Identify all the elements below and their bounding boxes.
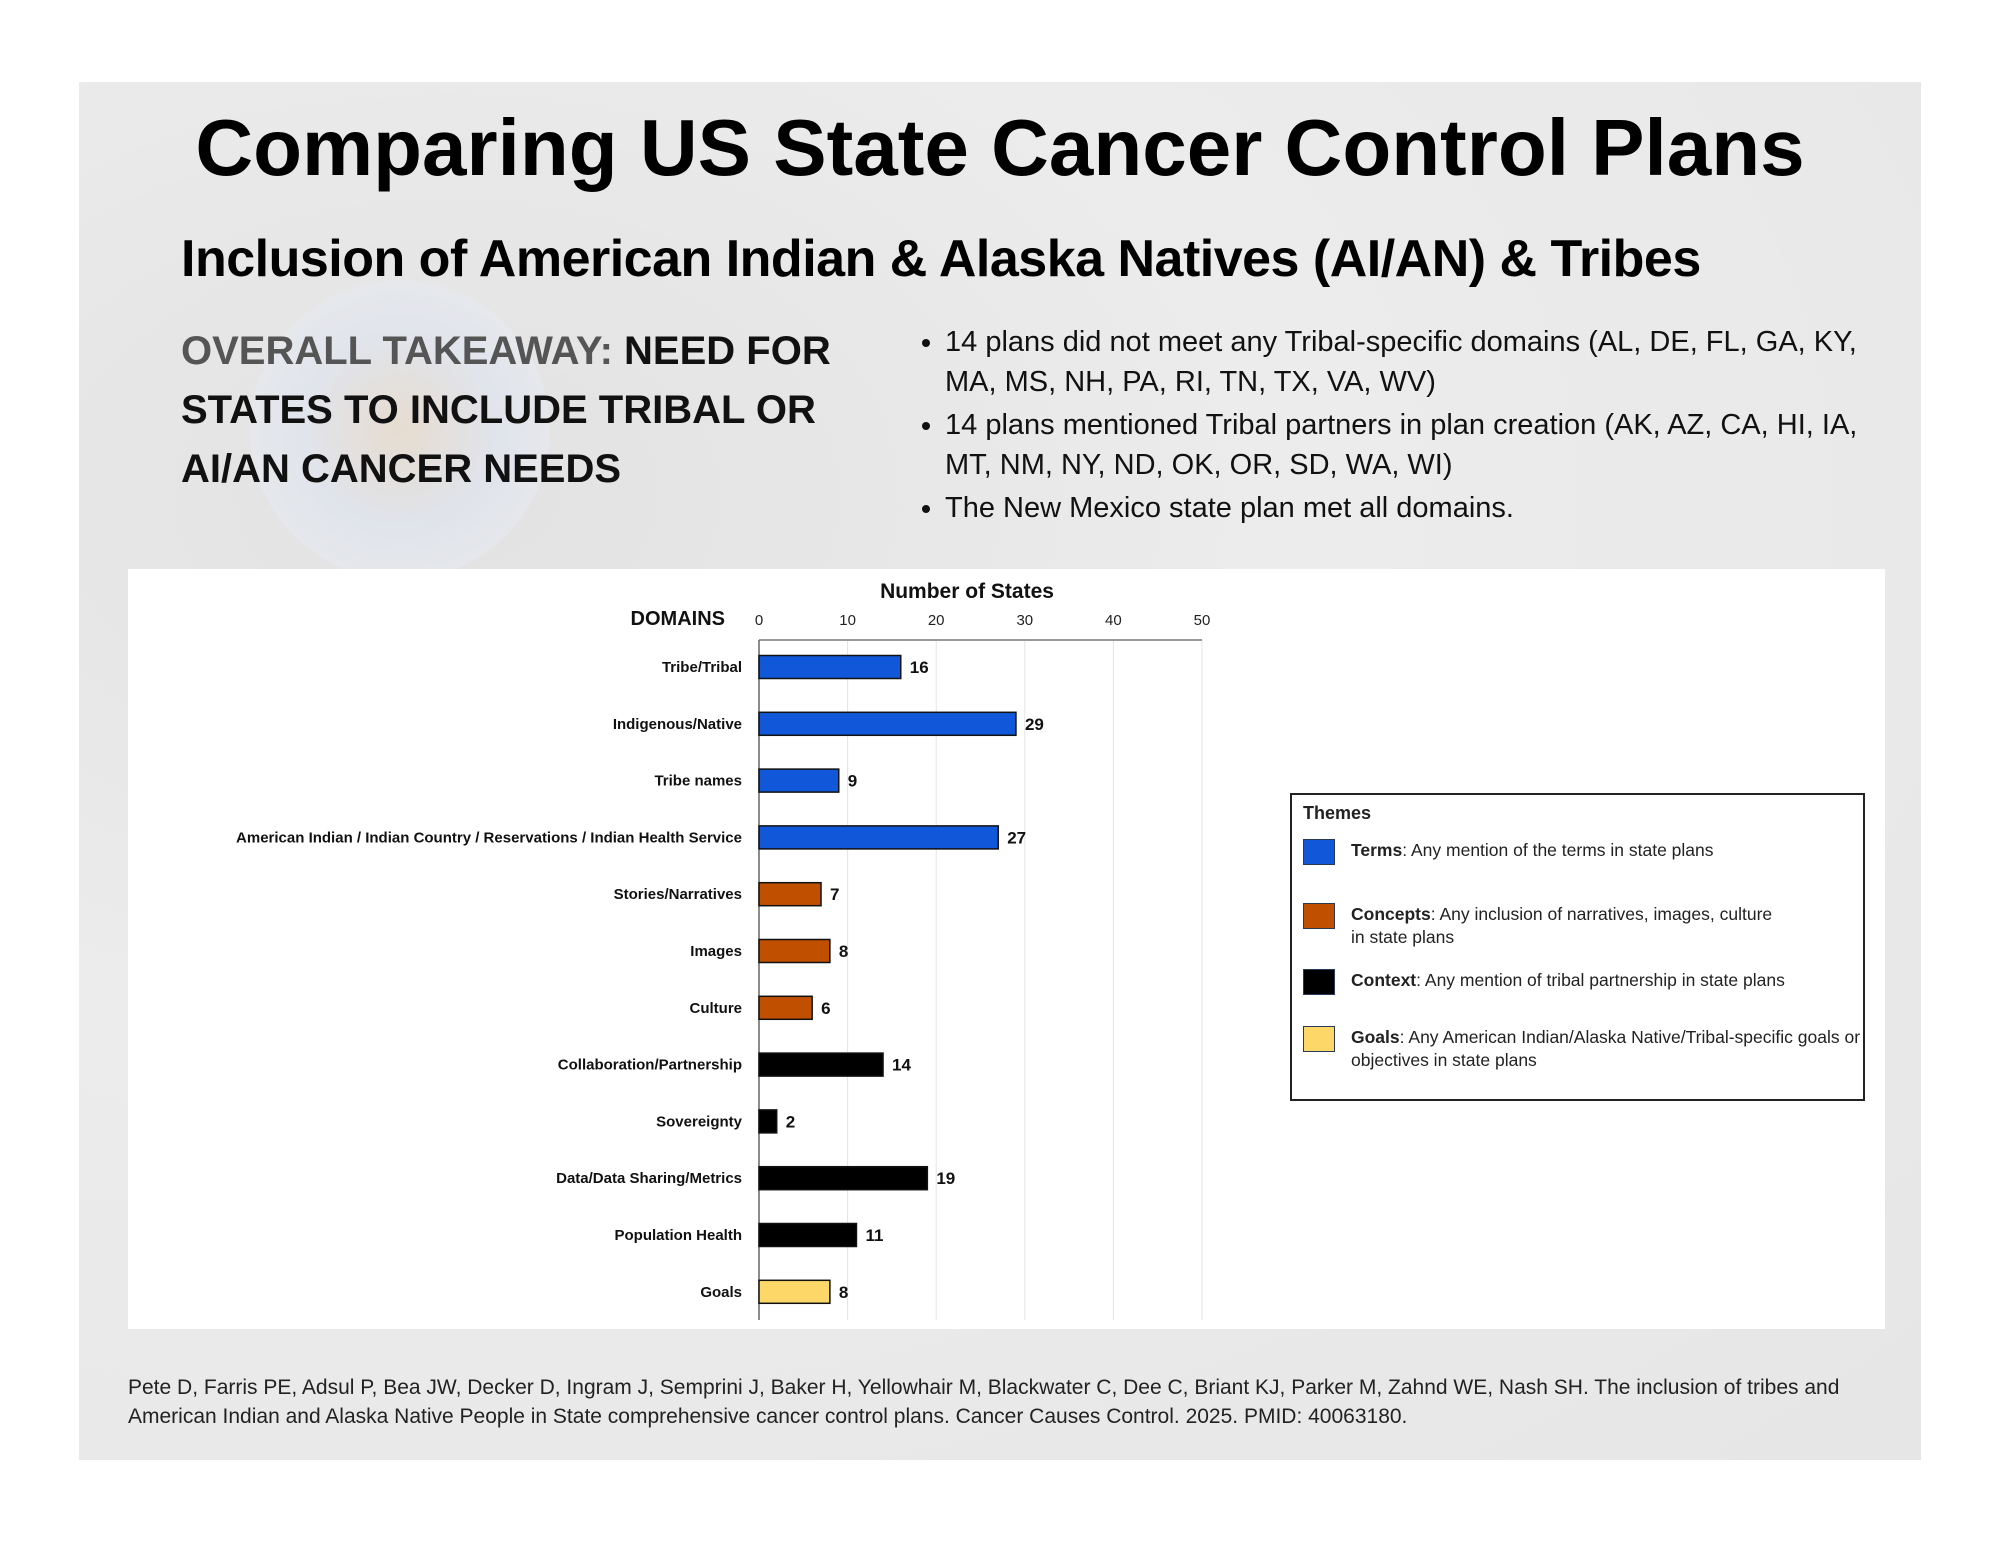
data-label: 27 xyxy=(1007,828,1026,847)
category-label: Sovereignty xyxy=(656,1113,743,1130)
data-label: 2 xyxy=(786,1112,795,1131)
category-label: Collaboration/Partnership xyxy=(558,1057,742,1074)
legend-swatch xyxy=(1303,1026,1335,1052)
chart-container: Number of States DOMAINS 0 10 20 30 40 50 Trib… xyxy=(128,569,1885,1329)
data-label: 19 xyxy=(936,1169,955,1188)
category-label: Culture xyxy=(690,1000,743,1017)
takeaway-text: NEED FOR STATES TO INCLUDE TRIBAL OR AI/… xyxy=(181,329,831,491)
data-label: 7 xyxy=(830,885,839,904)
finding-item: 14 plans did not meet any Tribal-specifi… xyxy=(945,322,1865,402)
legend-swatch xyxy=(1303,903,1335,929)
legend-desc: : Any inclusion of narratives, images, c… xyxy=(1351,904,1773,947)
category-label: Images xyxy=(690,943,742,960)
x-tick-label: 0 xyxy=(755,612,763,629)
findings-list: 14 plans did not meet any Tribal-specifi… xyxy=(915,322,1865,531)
bar xyxy=(758,995,813,1021)
takeaway-lead: OVERALL TAKEAWAY: xyxy=(181,329,613,373)
legend-swatch xyxy=(1303,839,1335,865)
category-label: American Indian / Indian Country / Reser… xyxy=(236,829,742,846)
data-label: 14 xyxy=(892,1056,911,1075)
finding-item: 14 plans mentioned Tribal partners in pl… xyxy=(945,405,1865,485)
page-title: Comparing US State Cancer Control Plans xyxy=(195,103,1805,192)
bar xyxy=(758,711,1017,737)
page-subtitle: Inclusion of American Indian & Alaska Na… xyxy=(181,230,1701,288)
overall-takeaway: OVERALL TAKEAWAY: NEED FOR STATES TO INC… xyxy=(181,322,896,499)
beaded-medallion-image xyxy=(250,280,550,580)
legend-name: Goals xyxy=(1351,1027,1400,1047)
category-label: Goals xyxy=(700,1284,742,1301)
citation: Pete D, Farris PE, Adsul P, Bea JW, Deck… xyxy=(128,1376,1840,1428)
legend-desc: : Any American Indian/Alaska Native/Trib… xyxy=(1351,1027,1861,1070)
finding-item: The New Mexico state plan met all domain… xyxy=(945,488,1865,528)
data-label: 6 xyxy=(821,999,830,1018)
legend-name: Concepts xyxy=(1351,904,1431,924)
data-label: 9 xyxy=(848,772,857,791)
legend-item-terms: Terms: Any mention of the terms in state… xyxy=(1303,839,1714,865)
x-tick-label: 20 xyxy=(928,612,945,629)
bar xyxy=(758,654,902,680)
category-label: Stories/Narratives xyxy=(614,886,742,903)
legend-title: Themes xyxy=(1303,803,1372,823)
legend-name: Terms xyxy=(1351,840,1403,860)
category-label: Indigenous/Native xyxy=(613,716,742,733)
data-label: 29 xyxy=(1025,715,1044,734)
chart-title: Number of States xyxy=(880,580,1054,603)
x-tick-label: 50 xyxy=(1194,612,1211,629)
domains-bar-chart: Number of States DOMAINS 0 10 20 30 40 50 Trib… xyxy=(236,580,1211,1320)
x-tick-label: 40 xyxy=(1105,612,1122,629)
bar xyxy=(758,1279,831,1305)
legend-item-context: Context: Any mention of tribal partnersh… xyxy=(1303,969,1785,995)
bar xyxy=(758,938,831,964)
data-label: 8 xyxy=(839,1283,848,1302)
bar xyxy=(758,825,999,850)
legend-name: Context xyxy=(1351,970,1417,990)
category-label: Tribe/Tribal xyxy=(662,659,742,676)
category-label: Population Health xyxy=(615,1227,743,1244)
category-label: Data/Data Sharing/Metrics xyxy=(556,1170,742,1187)
bar xyxy=(758,1109,778,1134)
bar xyxy=(758,768,840,793)
bar xyxy=(758,881,822,907)
themes-legend: Themes Terms: Any mention of the terms i… xyxy=(1290,793,1865,1101)
bar xyxy=(758,1165,929,1191)
legend-item-concepts: Concepts: Any inclusion of narratives, i… xyxy=(1303,903,1773,949)
category-label: Tribe names xyxy=(654,773,742,790)
legend-item-goals: Goals: Any American Indian/Alaska Native… xyxy=(1303,1026,1863,1072)
y-axis-title: DOMAINS xyxy=(631,608,725,630)
data-label: 16 xyxy=(910,658,929,677)
data-label: 11 xyxy=(865,1226,883,1245)
x-tick-label: 30 xyxy=(1016,612,1033,629)
legend-desc: : Any mention of the terms in state plan… xyxy=(1402,840,1714,860)
legend-desc: : Any mention of tribal partnership in s… xyxy=(1416,970,1785,990)
x-tick-label: 10 xyxy=(839,612,856,629)
legend-swatch xyxy=(1303,969,1335,995)
bar xyxy=(758,1052,884,1077)
bar xyxy=(758,1222,858,1248)
data-label: 8 xyxy=(839,942,848,961)
